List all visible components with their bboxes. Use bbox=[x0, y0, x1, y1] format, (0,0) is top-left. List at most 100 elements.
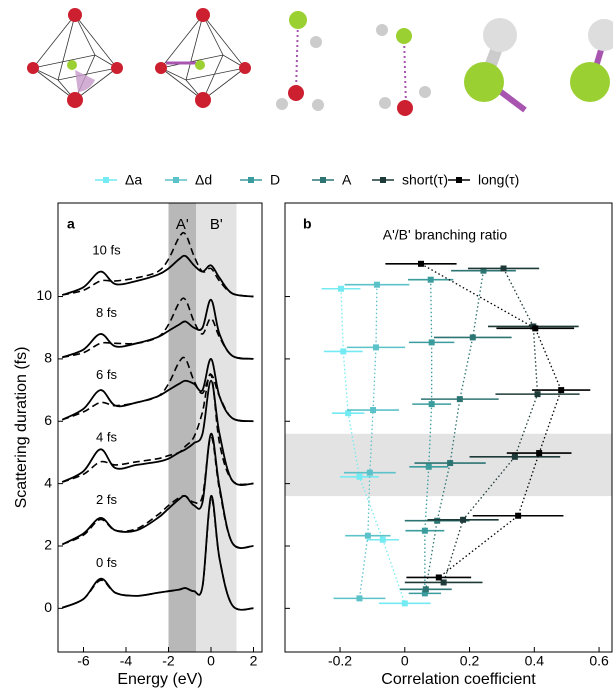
connector-line bbox=[425, 270, 485, 590]
x-tick-label: 0 bbox=[207, 653, 215, 669]
panel-a-frame bbox=[57, 202, 263, 653]
atom bbox=[239, 62, 251, 74]
point bbox=[425, 463, 432, 470]
point bbox=[417, 260, 424, 267]
closeup-2 bbox=[570, 19, 613, 102]
point bbox=[372, 344, 379, 351]
series-label: 4 fs bbox=[96, 430, 117, 445]
point bbox=[421, 590, 428, 597]
molecule-illustrations bbox=[27, 8, 613, 116]
point bbox=[370, 407, 377, 414]
point bbox=[338, 285, 345, 292]
point bbox=[435, 574, 442, 581]
legend-label: short(τ) bbox=[402, 172, 448, 188]
panel-title: A'/B' branching ratio bbox=[383, 227, 508, 243]
x-axis-label: Correlation coefficient bbox=[381, 671, 536, 688]
point bbox=[421, 527, 428, 534]
point bbox=[558, 387, 565, 394]
panel-b: -0.2 0 0.2 0.4 0.6 Correlation coefficient A'/… bbox=[285, 216, 612, 688]
series-label: 0 fs bbox=[96, 555, 117, 570]
point bbox=[456, 396, 463, 403]
panel-b-frame bbox=[284, 202, 613, 653]
atom bbox=[195, 92, 211, 108]
x-tick-label: 0.4 bbox=[525, 653, 545, 669]
panel-label: b bbox=[303, 216, 312, 232]
x-tick-label: 2 bbox=[250, 653, 258, 669]
y-tick-label: 4 bbox=[44, 474, 52, 490]
atom bbox=[68, 8, 82, 22]
point bbox=[373, 281, 380, 288]
spectrum-line bbox=[61, 254, 254, 298]
panel-a: A' B' 0 fs 2 fs 4 fs 6 fs 8 fs 10 fs -6 -4 -2 0 2 0 2 4… bbox=[13, 203, 258, 688]
connector-line bbox=[340, 288, 406, 604]
point bbox=[447, 460, 454, 467]
y-tick-label: 8 bbox=[44, 350, 52, 366]
spectrum-line-dashed bbox=[62, 231, 254, 298]
point bbox=[428, 401, 435, 408]
octahedron-1 bbox=[32, 14, 119, 101]
point bbox=[434, 517, 441, 524]
point bbox=[364, 532, 371, 539]
spectrum-line-dashed bbox=[62, 297, 254, 360]
spectrum-line bbox=[61, 298, 254, 360]
point bbox=[460, 516, 467, 523]
x-tick-label: -6 bbox=[77, 653, 90, 669]
series-label: 6 fs bbox=[96, 367, 117, 382]
point bbox=[401, 600, 408, 607]
region-label: A' bbox=[176, 216, 189, 233]
pair-1 bbox=[276, 11, 324, 111]
point bbox=[532, 325, 539, 332]
y-tick-label: 10 bbox=[36, 287, 52, 303]
point bbox=[366, 469, 373, 476]
connector-line bbox=[424, 279, 433, 594]
atom bbox=[67, 92, 83, 108]
legend-label: Δa bbox=[125, 172, 142, 188]
atom bbox=[67, 60, 77, 70]
legend-marker bbox=[320, 177, 326, 183]
legend-marker bbox=[380, 177, 386, 183]
point bbox=[480, 267, 487, 274]
legend-marker bbox=[173, 177, 179, 183]
legend-label: A bbox=[342, 172, 352, 188]
x-tick-label: -4 bbox=[120, 653, 133, 669]
point bbox=[340, 348, 347, 355]
x-axis-label: Energy (eV) bbox=[117, 671, 202, 688]
y-axis-label: Scattering duration (fs) bbox=[13, 347, 30, 509]
point bbox=[536, 450, 543, 457]
y-tick-label: 6 bbox=[44, 412, 52, 428]
series-label: 8 fs bbox=[96, 305, 117, 320]
point bbox=[356, 595, 363, 602]
point bbox=[428, 339, 435, 346]
legend-label: D bbox=[270, 172, 280, 188]
closeup-1 bbox=[464, 18, 527, 113]
spectrum-line bbox=[61, 432, 254, 549]
x-tick-label: -2 bbox=[162, 653, 175, 669]
connector-line bbox=[420, 263, 562, 578]
point bbox=[534, 391, 541, 398]
x-tick-label: -0.2 bbox=[328, 653, 352, 669]
atom bbox=[111, 62, 123, 74]
x-tick-label: 0 bbox=[401, 653, 409, 669]
y-tick-label: 2 bbox=[44, 537, 52, 553]
point bbox=[440, 579, 447, 586]
y-tick-label: 0 bbox=[44, 599, 52, 615]
connector-line bbox=[358, 284, 378, 599]
point bbox=[345, 410, 352, 417]
point bbox=[511, 453, 518, 460]
atom bbox=[155, 62, 167, 74]
connector-line bbox=[443, 268, 539, 583]
legend-label: Δd bbox=[195, 172, 212, 188]
point bbox=[500, 265, 507, 272]
spectrum-line bbox=[61, 357, 254, 423]
legend-marker bbox=[248, 177, 254, 183]
x-tick-label: 0.2 bbox=[460, 653, 480, 669]
series-label: 10 fs bbox=[92, 242, 121, 257]
octahedron-2 bbox=[160, 14, 247, 101]
atom bbox=[195, 60, 205, 70]
atom bbox=[27, 62, 39, 74]
pair-2 bbox=[376, 24, 431, 116]
point bbox=[469, 334, 476, 341]
region-label: B' bbox=[210, 216, 223, 233]
